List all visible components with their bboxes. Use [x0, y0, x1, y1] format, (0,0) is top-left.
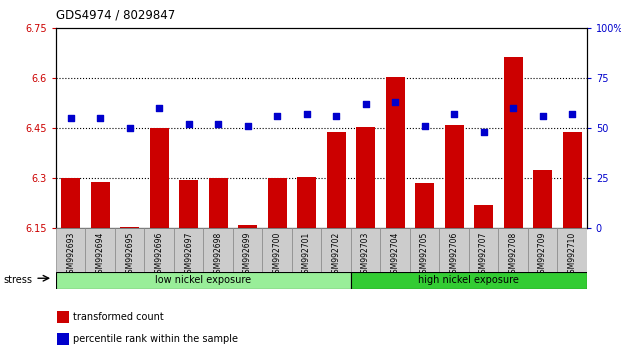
Point [538, 114, 548, 119]
Bar [533, 170, 552, 228]
Bar [351, 228, 380, 273]
Point [272, 114, 282, 119]
Bar [209, 178, 228, 228]
Bar [61, 178, 80, 228]
Bar [174, 228, 204, 273]
Bar [58, 333, 69, 346]
Point [184, 121, 194, 127]
Bar [380, 228, 410, 273]
Bar [238, 225, 257, 228]
Point [331, 114, 341, 119]
Bar [327, 132, 346, 228]
Text: GSM992697: GSM992697 [184, 232, 193, 278]
Text: GSM992706: GSM992706 [450, 232, 458, 278]
Text: low nickel exposure: low nickel exposure [155, 275, 252, 285]
Text: GDS4974 / 8029847: GDS4974 / 8029847 [56, 9, 175, 22]
Point [361, 102, 371, 107]
Text: stress: stress [3, 275, 32, 285]
Bar [292, 228, 322, 273]
Point [213, 121, 223, 127]
Bar [415, 183, 434, 228]
Bar [144, 228, 174, 273]
Bar [56, 272, 351, 289]
Point [479, 130, 489, 135]
Point [243, 124, 253, 129]
Text: GSM992699: GSM992699 [243, 232, 252, 278]
Text: GSM992703: GSM992703 [361, 232, 370, 278]
Text: GSM992696: GSM992696 [155, 232, 163, 278]
Bar [91, 182, 110, 228]
Text: GSM992702: GSM992702 [332, 232, 340, 278]
Bar [439, 228, 469, 273]
Bar [445, 125, 464, 228]
Point [66, 115, 76, 121]
Point [390, 99, 400, 105]
Bar [262, 228, 292, 273]
Bar [115, 228, 144, 273]
Bar [469, 228, 498, 273]
Bar [233, 228, 262, 273]
Text: transformed count: transformed count [73, 312, 163, 322]
Bar [474, 205, 493, 228]
Text: GSM992700: GSM992700 [273, 232, 281, 278]
Bar [120, 227, 139, 228]
Point [95, 115, 105, 121]
Text: GSM992693: GSM992693 [66, 232, 75, 278]
Point [567, 112, 577, 117]
Bar [557, 228, 587, 273]
Text: GSM992701: GSM992701 [302, 232, 311, 278]
Text: GSM992694: GSM992694 [96, 232, 104, 278]
Text: GSM992707: GSM992707 [479, 232, 488, 278]
Text: GSM992705: GSM992705 [420, 232, 429, 278]
Bar [268, 178, 287, 228]
Text: GSM992709: GSM992709 [538, 232, 547, 278]
Point [449, 112, 459, 117]
Bar [504, 57, 523, 228]
Bar [179, 180, 198, 228]
Text: high nickel exposure: high nickel exposure [419, 275, 519, 285]
Bar [563, 132, 582, 228]
Bar [386, 77, 405, 228]
Text: GSM992698: GSM992698 [214, 232, 222, 278]
Point [420, 124, 430, 129]
Bar [58, 311, 69, 323]
Bar [528, 228, 557, 273]
Point [508, 105, 518, 111]
Bar [498, 228, 528, 273]
Bar [150, 128, 169, 228]
Text: GSM992704: GSM992704 [391, 232, 399, 278]
Point [154, 105, 164, 111]
Point [125, 126, 135, 131]
Bar [322, 228, 351, 273]
Text: percentile rank within the sample: percentile rank within the sample [73, 335, 238, 344]
Bar [356, 127, 375, 228]
Text: GSM992710: GSM992710 [568, 232, 576, 278]
Bar [204, 228, 233, 273]
Bar [351, 272, 587, 289]
Bar [56, 228, 85, 273]
Bar [410, 228, 439, 273]
Bar [86, 228, 115, 273]
Bar [297, 177, 316, 228]
Text: GSM992695: GSM992695 [125, 232, 134, 278]
Text: GSM992708: GSM992708 [509, 232, 517, 278]
Point [302, 112, 312, 117]
